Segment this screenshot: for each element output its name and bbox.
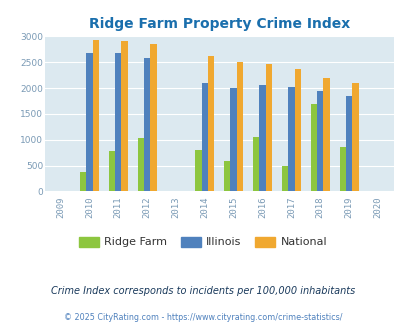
Bar [265,64,271,191]
Bar [86,53,92,191]
Bar [121,42,128,191]
Bar [288,87,294,191]
Bar [236,62,243,191]
Bar [323,78,329,191]
Bar [207,56,214,191]
Bar [137,138,143,191]
Bar [230,88,236,191]
Bar [352,83,358,191]
Bar [310,104,316,191]
Bar [224,161,230,191]
Bar [195,149,201,191]
Bar [115,53,121,191]
Bar [109,150,115,191]
Bar [339,148,345,191]
Bar [201,83,207,191]
Text: Crime Index corresponds to incidents per 100,000 inhabitants: Crime Index corresponds to incidents per… [51,286,354,296]
Legend: Ridge Farm, Illinois, National: Ridge Farm, Illinois, National [74,232,331,252]
Text: © 2025 CityRating.com - https://www.cityrating.com/crime-statistics/: © 2025 CityRating.com - https://www.city… [64,313,341,322]
Bar [150,44,156,191]
Bar [252,137,259,191]
Bar [294,69,300,191]
Bar [143,58,150,191]
Bar [80,172,86,191]
Bar [92,40,99,191]
Bar [345,96,352,191]
Bar [316,91,323,191]
Bar [259,85,265,191]
Title: Ridge Farm Property Crime Index: Ridge Farm Property Crime Index [88,17,349,31]
Bar [281,166,288,191]
